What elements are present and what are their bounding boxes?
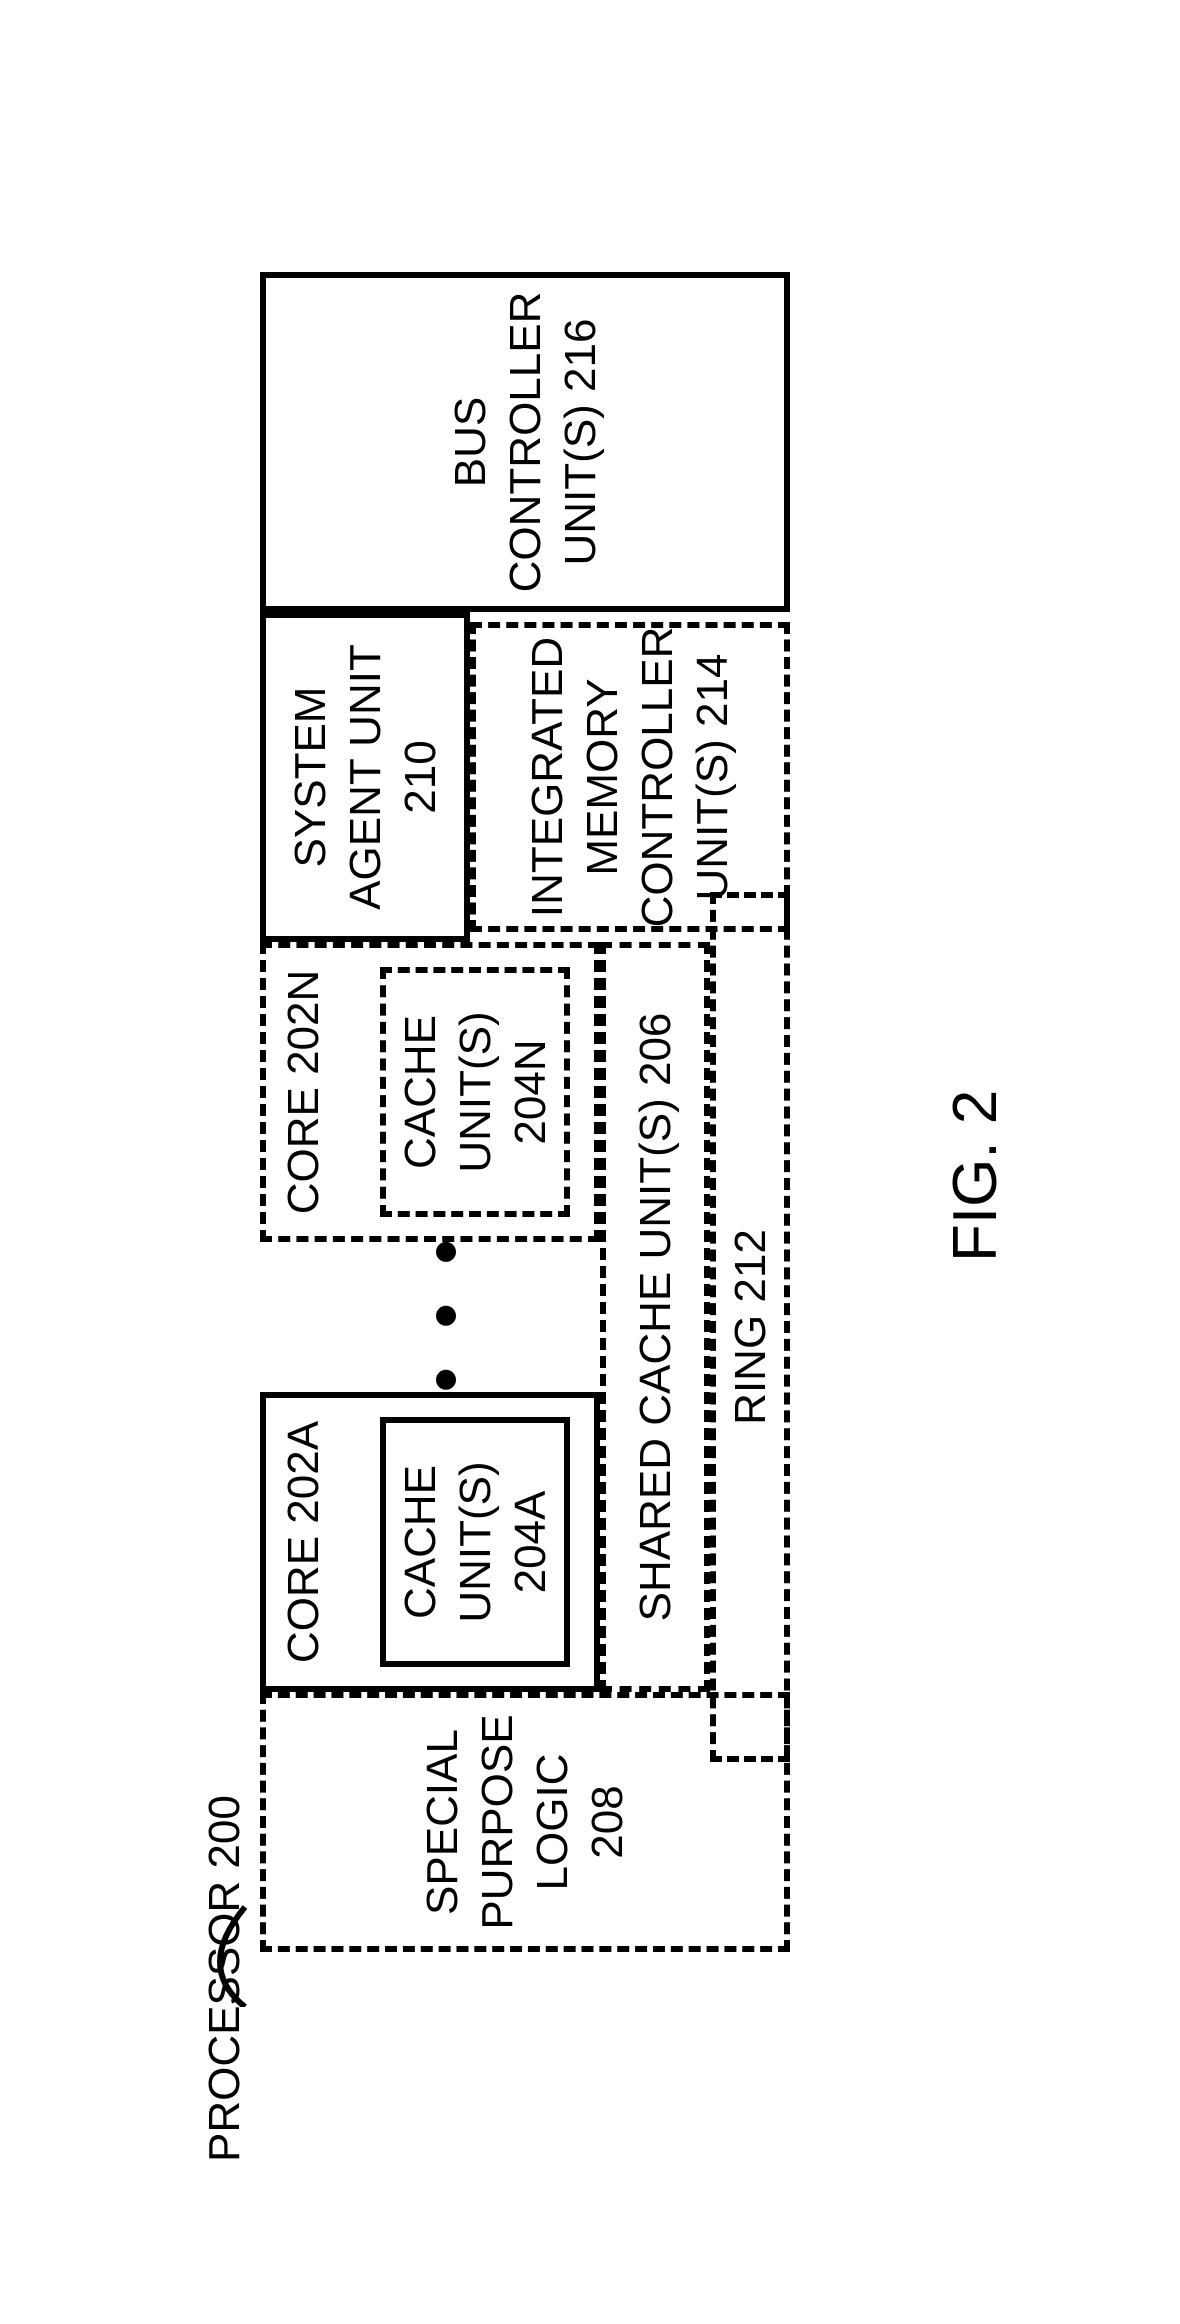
- cores-ellipsis: • • •: [405, 1230, 485, 1392]
- core-a-label: CORE 202A: [276, 1421, 331, 1663]
- cache-n-block: CACHE UNIT(S) 204N: [380, 967, 570, 1217]
- shared-cache-block: SHARED CACHE UNIT(S) 206: [600, 942, 710, 1692]
- cache-a-block: CACHE UNIT(S) 204A: [380, 1417, 570, 1667]
- processor-leader-line: [190, 1897, 260, 2007]
- core-n-label: CORE 202N: [276, 970, 331, 1215]
- bus-controller-block: BUS CONTROLLER UNIT(S) 216: [260, 272, 790, 612]
- diagram-canvas: PROCESSOR 200 SPECIAL PURPOSE LOGIC 208 …: [140, 162, 1040, 2162]
- imc-block: INTEGRATED MEMORY CONTROLLER UNIT(S) 214: [470, 622, 790, 932]
- figure-caption: FIG. 2: [940, 1090, 1011, 1262]
- system-agent-block: SYSTEM AGENT UNIT 210: [260, 612, 470, 942]
- ring-block: RING 212: [710, 892, 790, 1762]
